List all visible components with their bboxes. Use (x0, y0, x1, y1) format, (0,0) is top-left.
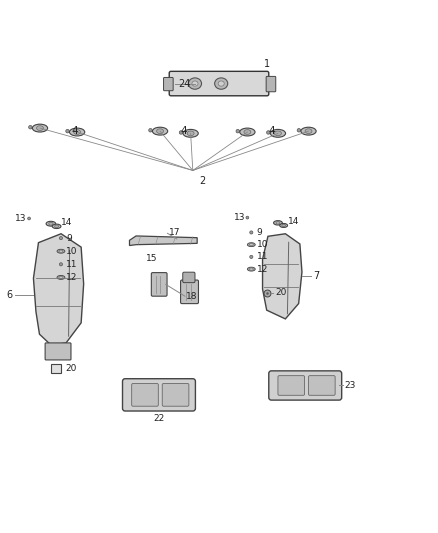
FancyBboxPatch shape (180, 280, 198, 304)
Ellipse shape (192, 81, 198, 86)
FancyBboxPatch shape (123, 379, 195, 411)
Circle shape (60, 263, 63, 266)
Text: 4: 4 (268, 125, 275, 135)
FancyBboxPatch shape (132, 384, 158, 406)
FancyBboxPatch shape (151, 272, 167, 296)
Ellipse shape (46, 221, 56, 226)
Ellipse shape (244, 130, 251, 134)
Ellipse shape (282, 224, 286, 227)
Circle shape (149, 128, 152, 132)
Ellipse shape (240, 128, 255, 136)
Text: 12: 12 (257, 264, 268, 273)
FancyBboxPatch shape (51, 364, 60, 374)
Text: 11: 11 (66, 260, 78, 269)
FancyBboxPatch shape (169, 71, 269, 96)
Circle shape (179, 131, 183, 134)
Text: 13: 13 (234, 213, 245, 222)
Text: 2: 2 (199, 176, 205, 185)
Circle shape (297, 128, 300, 132)
Ellipse shape (301, 127, 316, 135)
Text: 23: 23 (344, 381, 356, 390)
FancyBboxPatch shape (45, 343, 71, 360)
Text: 12: 12 (66, 273, 78, 282)
Text: 6: 6 (7, 290, 13, 300)
FancyBboxPatch shape (269, 371, 342, 400)
Text: 11: 11 (257, 253, 268, 261)
Text: 10: 10 (66, 247, 78, 256)
Circle shape (267, 131, 270, 134)
FancyBboxPatch shape (266, 76, 276, 92)
FancyBboxPatch shape (308, 376, 335, 395)
Ellipse shape (59, 276, 63, 279)
Polygon shape (262, 234, 302, 319)
Text: 13: 13 (14, 214, 26, 223)
Ellipse shape (276, 222, 280, 224)
Ellipse shape (249, 244, 253, 246)
Text: 7: 7 (313, 271, 319, 281)
Text: 20: 20 (275, 288, 286, 297)
Ellipse shape (247, 267, 255, 271)
Circle shape (60, 237, 63, 240)
Text: 15: 15 (145, 254, 157, 263)
Text: 4: 4 (181, 125, 187, 135)
Ellipse shape (275, 131, 281, 136)
Ellipse shape (57, 276, 65, 279)
Text: 4: 4 (71, 125, 78, 135)
Circle shape (250, 255, 253, 259)
Ellipse shape (36, 126, 43, 131)
Circle shape (246, 216, 249, 219)
Ellipse shape (49, 222, 53, 225)
FancyBboxPatch shape (162, 384, 189, 406)
Text: 10: 10 (257, 240, 268, 249)
Ellipse shape (274, 221, 283, 225)
Ellipse shape (183, 130, 198, 138)
Circle shape (28, 217, 31, 220)
Ellipse shape (249, 268, 253, 270)
Circle shape (28, 125, 32, 129)
Polygon shape (33, 234, 84, 345)
Circle shape (66, 130, 69, 133)
Ellipse shape (57, 249, 65, 253)
Polygon shape (130, 236, 197, 246)
Ellipse shape (52, 224, 61, 229)
Circle shape (250, 231, 253, 234)
Text: 22: 22 (153, 414, 165, 423)
Ellipse shape (59, 250, 63, 252)
FancyBboxPatch shape (163, 77, 173, 91)
FancyBboxPatch shape (183, 272, 195, 282)
Ellipse shape (55, 225, 59, 228)
Text: 1: 1 (264, 59, 270, 69)
Ellipse shape (215, 78, 228, 89)
Ellipse shape (305, 129, 312, 133)
Text: 17: 17 (169, 228, 180, 237)
Text: 24: 24 (178, 78, 191, 88)
Ellipse shape (247, 243, 255, 247)
Text: 9: 9 (66, 233, 72, 243)
Circle shape (236, 130, 240, 133)
Ellipse shape (157, 129, 163, 133)
Text: 14: 14 (61, 219, 72, 228)
Ellipse shape (218, 81, 224, 86)
Ellipse shape (74, 130, 81, 134)
Text: 20: 20 (65, 364, 76, 373)
Ellipse shape (187, 131, 194, 136)
FancyBboxPatch shape (278, 376, 304, 395)
Text: 18: 18 (186, 292, 198, 301)
Ellipse shape (188, 78, 201, 89)
Text: 14: 14 (288, 217, 299, 227)
Ellipse shape (280, 223, 288, 228)
Ellipse shape (32, 124, 48, 132)
Text: 9: 9 (257, 228, 262, 237)
Ellipse shape (270, 130, 286, 138)
Ellipse shape (152, 127, 168, 135)
Ellipse shape (70, 128, 85, 136)
